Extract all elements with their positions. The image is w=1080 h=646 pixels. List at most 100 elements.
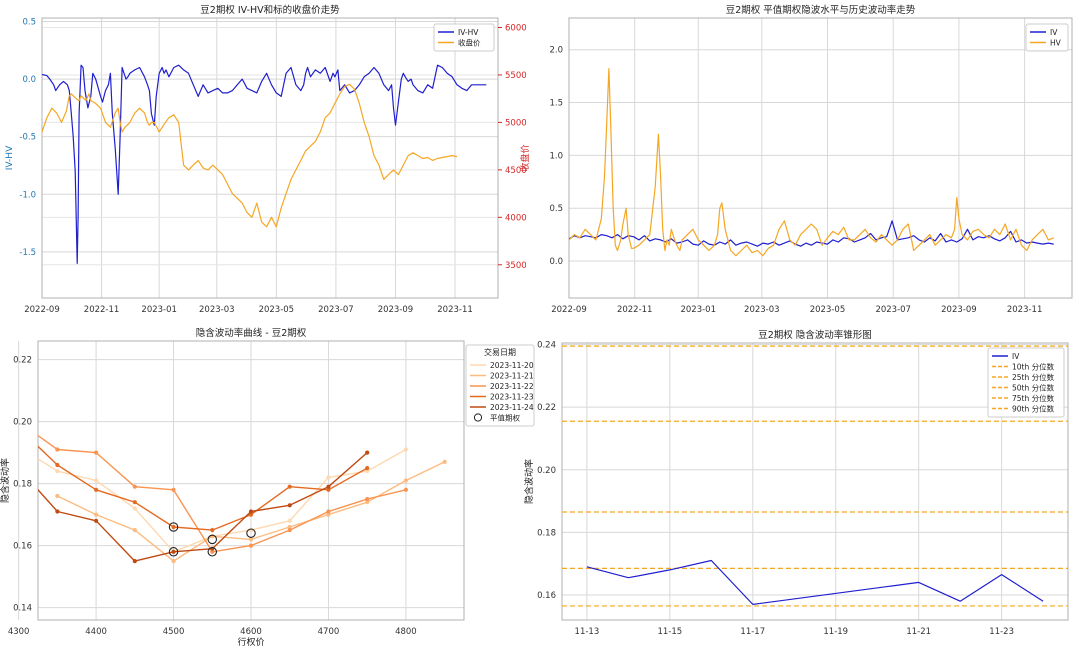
x-tick-label: 4800 <box>395 627 417 637</box>
subplot-4: 豆2期权 隐含波动率锥形图 11-13 11-15 11-17 11-19 11-21 11… <box>523 329 1069 637</box>
series-point <box>210 549 215 554</box>
chart-title: 豆2期权 平值期权隐波水平与历史波动率走势 <box>726 4 916 16</box>
y-tick-label: 0.22 <box>537 403 556 413</box>
series-point <box>132 559 137 564</box>
x-tick-label: 2023-03 <box>199 305 235 315</box>
series-point <box>287 524 292 530</box>
y-tick-label: 0.5 <box>22 17 36 27</box>
y2-tick-label: 5000 <box>505 118 527 128</box>
series-line <box>38 452 368 562</box>
y2-tick-label: 4000 <box>505 213 527 223</box>
series-point <box>171 524 176 530</box>
x-tick-label: 4600 <box>240 627 262 637</box>
legend-label: IV <box>1012 352 1020 361</box>
plot-area <box>38 434 447 564</box>
series-line <box>42 83 458 228</box>
series-line <box>586 559 1044 605</box>
x-tick-label: 11-15 <box>657 627 682 637</box>
legend-label: HV <box>1050 39 1062 48</box>
series-point <box>326 484 331 489</box>
legend-box <box>987 347 1065 418</box>
plot-area <box>562 345 1068 607</box>
plot-area <box>42 64 487 264</box>
y-tick-label: -0.5 <box>19 133 36 143</box>
y2-axis-label: 收盘价 <box>519 144 531 171</box>
series-point <box>132 528 137 533</box>
legend-label: 收盘价 <box>458 38 481 48</box>
series-point <box>248 509 254 514</box>
y-tick-label: 0.18 <box>537 528 556 538</box>
y-tick-label: -1.0 <box>19 190 36 200</box>
y2-tick-label: 5500 <box>505 71 527 81</box>
x-tick-label: 2022-09 <box>551 305 587 315</box>
y-tick-label: 0.5 <box>549 204 563 214</box>
x-tick-label: 2022-09 <box>24 305 60 315</box>
y2-tick-label: 4500 <box>505 166 527 176</box>
series-point <box>248 512 254 517</box>
x-tick-label: 2023-05 <box>810 305 846 315</box>
y-tick-label: 0.18 <box>13 480 32 490</box>
y-tick-label: -1.5 <box>19 248 36 258</box>
plot-frame <box>37 340 465 621</box>
plot-area <box>569 68 1054 257</box>
series-point <box>248 537 254 542</box>
series-point <box>442 459 447 464</box>
x-tick-label: 4400 <box>85 627 107 637</box>
plot-frame <box>561 342 1069 621</box>
series-point <box>171 487 176 492</box>
series-line <box>38 434 407 553</box>
x-tick-label: 11-13 <box>575 627 600 637</box>
y-tick-label: 1.5 <box>549 99 563 109</box>
atm-marker <box>168 547 179 557</box>
x-tick-label: 11-17 <box>740 627 765 637</box>
series-point <box>55 462 60 468</box>
y-axis-label: IV-HV <box>5 145 15 170</box>
x-tick-label: 2023-03 <box>744 305 780 315</box>
legend-label: 2023-11-23 <box>490 393 534 402</box>
legend-label: 75th 分位数 <box>1012 393 1055 403</box>
series-point <box>287 503 292 508</box>
legend-label: 平值期权 <box>490 413 520 423</box>
series-point <box>365 469 370 474</box>
x-tick-label: 2022-11 <box>84 305 120 315</box>
y-tick-label: 0.20 <box>13 418 32 428</box>
series-point <box>287 528 292 533</box>
series-point <box>93 478 99 483</box>
x-tick-label: 11-23 <box>989 627 1014 637</box>
x-tick-label: 2023-11 <box>437 305 473 315</box>
series-point <box>55 493 60 499</box>
series-point <box>326 509 331 514</box>
series-point <box>55 469 60 474</box>
series-line <box>42 64 487 264</box>
legend-label: 2023-11-24 <box>490 403 534 412</box>
series-point <box>326 475 331 480</box>
plot-frame <box>41 17 499 299</box>
legend-label: 10th 分位数 <box>1012 362 1055 372</box>
y-tick-label: 0.22 <box>13 356 32 366</box>
y-tick-label: 0.20 <box>537 466 556 476</box>
chart-title: 豆2期权 IV-HV和标的收盘价走势 <box>200 4 340 16</box>
atm-marker <box>246 528 256 538</box>
x-tick-label: 2023-09 <box>378 305 414 315</box>
y-axis-label: 隐含波动率 <box>523 459 535 504</box>
series-point <box>55 447 60 452</box>
series-point <box>365 500 370 505</box>
series-point <box>171 559 176 564</box>
atm-marker <box>168 522 179 532</box>
y-axis-label: 隐含波动率 <box>0 458 11 503</box>
atm-marker <box>207 547 218 557</box>
series-point <box>365 497 370 502</box>
legend-label: 90th 分位数 <box>1012 404 1055 414</box>
y-tick-label: 0.16 <box>537 591 556 601</box>
x-tick-label: 2023-11 <box>1007 305 1043 315</box>
series-point <box>287 518 292 523</box>
x-tick-label: 11-21 <box>906 627 931 637</box>
series-point <box>93 450 99 455</box>
subplot-1: 豆2期权 IV-HV和标的收盘价走势 2022-09 2022-11 2023-01 2… <box>5 4 531 315</box>
legend-title: 交易日期 <box>484 347 516 357</box>
legend-label: 2023-11-21 <box>490 372 534 381</box>
legend-label: 2023-11-22 <box>490 382 534 391</box>
series-point <box>93 518 99 523</box>
series-point <box>287 484 292 489</box>
